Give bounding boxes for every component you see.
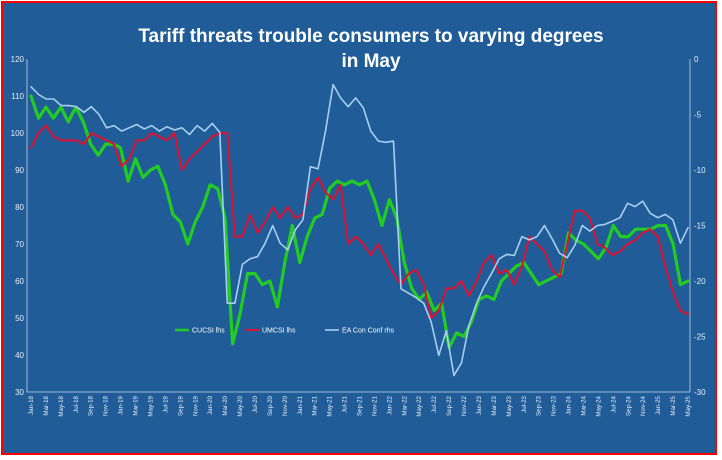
x-tick-label: Sep-24 — [625, 395, 632, 416]
x-tick-label: Mar-20 — [222, 395, 229, 415]
x-tick-label: Jan-21 — [297, 395, 304, 414]
legend-label-1: UMCSI lhs — [262, 328, 296, 335]
x-tick-label: Jan-22 — [386, 395, 393, 414]
x-tick-label: Jan-25 — [655, 395, 662, 414]
y-left-tick-label: 110 — [11, 92, 24, 101]
x-tick-label: Sep-23 — [536, 395, 543, 416]
x-tick-label: Jan-20 — [207, 395, 214, 414]
x-tick-label: May-24 — [595, 395, 602, 416]
series-line-1 — [30, 124, 689, 319]
x-tick-label: Jul-21 — [342, 395, 349, 412]
x-tick-label: Jul-20 — [252, 395, 259, 412]
x-tick-label: Nov-20 — [282, 395, 289, 416]
x-tick-label: May-23 — [506, 395, 513, 416]
x-tick-label: May-20 — [237, 395, 244, 416]
x-tick-label: Nov-23 — [551, 395, 558, 416]
x-tick-label: Sep-18 — [88, 395, 95, 416]
x-tick-label: Mar-21 — [312, 395, 319, 415]
x-tick-label: May-21 — [327, 395, 334, 416]
x-tick-label: Sep-22 — [446, 395, 453, 416]
legend: CUCSI lhs UMCSI lhs EA Con Conf rhs — [175, 328, 395, 335]
x-tick-label: May-25 — [685, 395, 692, 416]
x-tick-label: Jul-22 — [431, 395, 438, 412]
y-left-tick-label: 90 — [15, 166, 24, 175]
x-tick-label: Jan-23 — [476, 395, 483, 414]
legend-label-0: CUCSI lhs — [192, 328, 225, 335]
y-left-tick-label: 30 — [15, 388, 24, 397]
legend-label-2: EA Con Conf rhs — [342, 328, 395, 335]
x-tick-label: Mar-19 — [133, 395, 140, 415]
x-tick-label: Mar-25 — [670, 395, 677, 415]
x-tick-label: May-18 — [58, 395, 65, 416]
series-line-0 — [29, 94, 690, 350]
chart-title-line2: in May — [341, 51, 401, 72]
y-right-tick-label: -15 — [694, 222, 706, 231]
y-left-tick-label: 80 — [15, 203, 24, 212]
x-tick-label: Mar-18 — [43, 395, 50, 415]
x-tick-label: Nov-24 — [640, 395, 647, 416]
y-left-tick-label: 50 — [15, 314, 24, 323]
x-tick-label: Sep-20 — [267, 395, 274, 416]
x-tick-label: Mar-23 — [491, 395, 498, 415]
y-right-tick-label: -10 — [694, 166, 706, 175]
y-left-tick-label: 60 — [15, 277, 24, 286]
x-tick-label: Mar-22 — [401, 395, 408, 415]
x-tick-label: Sep-21 — [357, 395, 364, 416]
x-tick-label: May-22 — [416, 395, 423, 416]
x-tick-label: Sep-19 — [177, 395, 184, 416]
x-tick-label: Jan-18 — [28, 395, 35, 414]
y-left-tick-label: 40 — [15, 351, 24, 360]
axes: 30 40 50 60 70 80 90 100 110 120 -30 -25 -20 -15 -10 -5… — [11, 55, 706, 417]
y-left-tick-label: 100 — [11, 129, 25, 138]
x-tick-label: Jul-18 — [73, 395, 80, 412]
y-left-tick-label: 120 — [11, 55, 25, 64]
series-line-2 — [30, 83, 689, 377]
chart-title-line1: Tariff threats trouble consumers to vary… — [138, 26, 603, 47]
chart-frame: Tariff threats trouble consumers to vary… — [1, 1, 717, 455]
x-tick-label: May-19 — [147, 395, 154, 416]
line-chart: Tariff threats trouble consumers to vary… — [11, 26, 706, 417]
x-tick-label: Nov-19 — [192, 395, 199, 416]
y-right-tick-label: -5 — [694, 111, 702, 120]
y-right-tick-label: -20 — [694, 277, 706, 286]
y-right-tick-label: -30 — [694, 388, 706, 397]
x-tick-label: Nov-22 — [461, 395, 468, 416]
y-right-tick-label: -25 — [694, 333, 706, 342]
x-tick-label: Nov-18 — [103, 395, 110, 416]
x-tick-label: Jul-23 — [521, 395, 528, 412]
x-tick-label: Mar-24 — [580, 395, 587, 415]
series-group — [29, 83, 690, 377]
x-tick-label: Jul-19 — [162, 395, 169, 412]
x-tick-label: Jul-24 — [610, 395, 617, 412]
x-tick-label: Nov-21 — [371, 395, 378, 416]
y-left-tick-label: 70 — [15, 240, 24, 249]
x-tick-label: Jan-19 — [118, 395, 125, 414]
y-right-tick-label: 0 — [694, 55, 699, 64]
x-tick-label: Jan-24 — [566, 395, 573, 414]
